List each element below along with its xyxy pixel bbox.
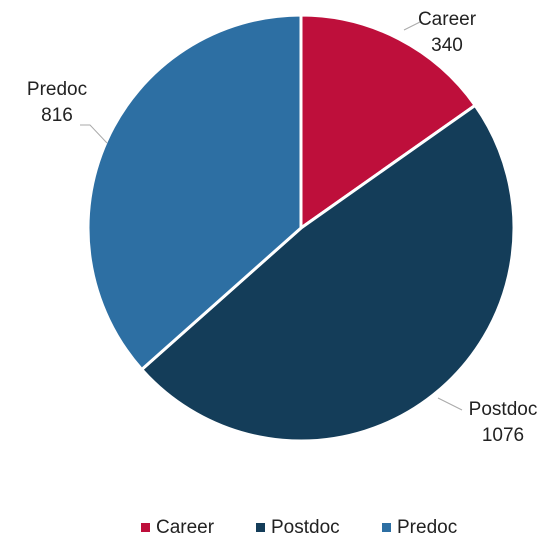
data-label-name: Predoc	[27, 79, 87, 100]
leader-line	[80, 124, 108, 144]
leader-line	[403, 21, 421, 31]
legend-label: Predoc	[397, 517, 457, 538]
data-label-value: 340	[431, 35, 463, 56]
leader-line	[437, 397, 463, 411]
legend-swatch	[141, 523, 150, 532]
data-label-name: Postdoc	[469, 399, 538, 420]
pie-slice	[139, 103, 516, 443]
legend-label: Postdoc	[271, 517, 340, 538]
data-label-value: 1076	[482, 425, 524, 446]
pie-slice	[86, 13, 303, 372]
data-label-value: 816	[41, 105, 73, 126]
legend-swatch	[256, 523, 265, 532]
legend-label: Career	[156, 517, 215, 538]
data-label-name: Career	[418, 9, 477, 30]
pie-slice	[299, 13, 478, 231]
legend-swatch	[382, 523, 391, 532]
